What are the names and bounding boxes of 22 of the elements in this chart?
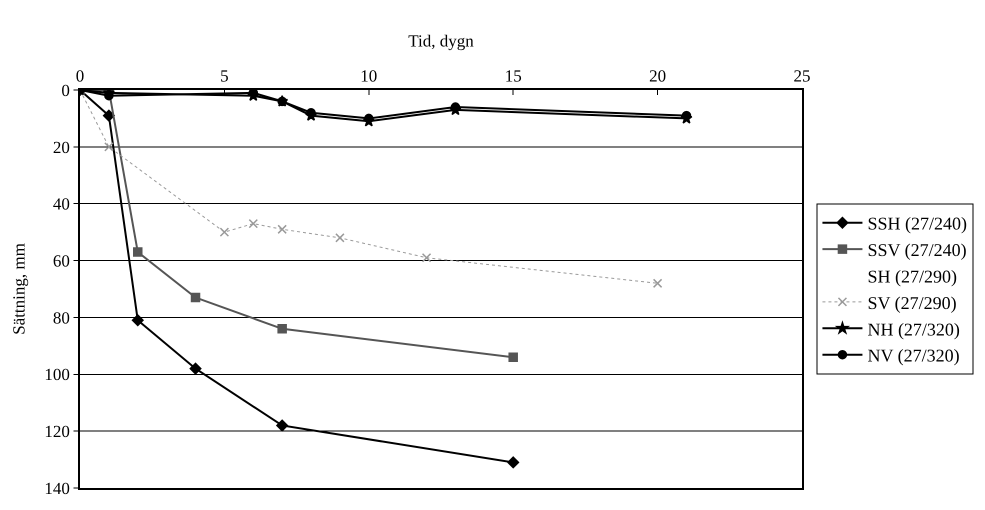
legend-label: SV (27/290) xyxy=(867,292,957,313)
x-tick-label: 5 xyxy=(220,66,229,86)
y-tick-label: 80 xyxy=(52,308,70,328)
y-tick-label: 140 xyxy=(44,478,70,498)
x-tick-label: 0 xyxy=(76,66,84,86)
legend-label: NH (27/320) xyxy=(867,319,960,340)
y-tick-label: 40 xyxy=(52,194,70,214)
x-tick-label: 15 xyxy=(504,66,522,86)
y-tick-label: 120 xyxy=(44,422,70,442)
y-tick-label: 60 xyxy=(52,252,70,271)
legend-label: SSH (27/240) xyxy=(867,214,967,234)
y-tick-label: 20 xyxy=(52,138,70,157)
x-tick-label: 25 xyxy=(794,66,810,86)
y-tick-label: 100 xyxy=(44,365,70,384)
text: SH (27/290) xyxy=(867,266,957,287)
x-tick-label: 10 xyxy=(360,66,378,86)
x-axis-title: Tid, dygn xyxy=(408,32,474,50)
y-tick-label: 0 xyxy=(61,80,70,100)
y-axis-title: Sättning, mm xyxy=(9,243,28,335)
x-tick-label: 20 xyxy=(649,66,666,86)
legend-label: NV (27/320) xyxy=(867,346,960,366)
legend-label: SSV (27/240) xyxy=(867,240,967,260)
